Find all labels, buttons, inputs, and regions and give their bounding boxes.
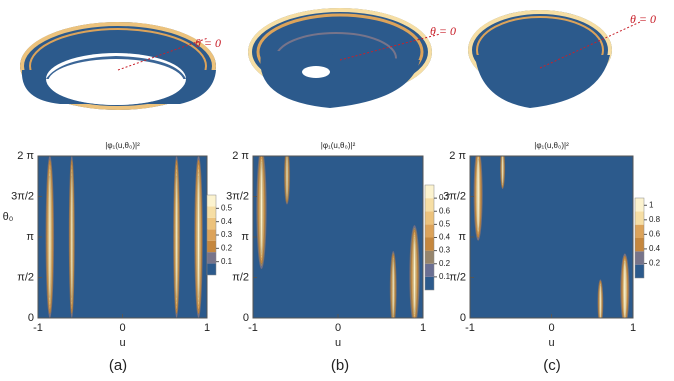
colorbar-band [425, 237, 434, 251]
contour-band [413, 237, 416, 313]
colorbar-band [635, 251, 644, 265]
annotation: θ = 0 [430, 24, 456, 38]
colorbar-tick-label: 0.3 [439, 246, 451, 255]
colorbar-band [635, 211, 644, 225]
x-tick-label: 0 [335, 322, 341, 334]
colorbar-band [425, 263, 434, 277]
y-tick-label: π/2 [232, 271, 249, 283]
colorbar-band [425, 224, 434, 238]
colorbar-tick-label: 1 [649, 200, 654, 209]
field-background [253, 156, 423, 318]
x-axis-label: u [119, 337, 125, 349]
y-tick-label: 0 [28, 312, 34, 324]
colorbar-tick-label: 0.5 [221, 203, 233, 212]
y-tick-label: 0 [460, 312, 466, 324]
colorbar-band [425, 185, 434, 199]
colorbar-band [207, 229, 216, 241]
y-tick-label: π [26, 231, 34, 243]
x-axis-label: u [548, 337, 554, 349]
colorbar-tick-label: 0.1 [439, 272, 451, 281]
colorbar-band [425, 211, 434, 225]
x-tick-label: 1 [204, 322, 210, 334]
contour-band [260, 163, 263, 254]
colorbar-band [635, 198, 644, 212]
x-tick-label: 0 [119, 322, 125, 334]
y-tick-label: π/2 [449, 271, 466, 283]
colorbar-tick-label: 0.6 [649, 229, 661, 238]
contour-band [71, 175, 73, 298]
x-axis-label: u [335, 337, 341, 349]
colorbar-band [207, 240, 216, 253]
x-tick-label: 1 [630, 322, 636, 334]
surface-b [248, 8, 432, 108]
colorbar-band [207, 217, 216, 230]
y-tick-label: π [241, 231, 249, 243]
surface-a [20, 22, 217, 110]
plot-title: |φ₁(u,θ₀)|² [321, 141, 356, 150]
colorbar-band [635, 238, 644, 252]
contour-band [175, 175, 178, 298]
y-tick-label: π/2 [17, 271, 34, 283]
plot-title: |φ₁(u,θ₀)|² [105, 141, 140, 150]
y-tick-label: 2 π [449, 150, 466, 162]
x-tick-label: -1 [248, 322, 258, 334]
colorbar-tick-label: 0.6 [439, 206, 451, 215]
x-tick-label: -1 [465, 322, 475, 334]
colorbar-band [425, 276, 434, 290]
colorbar-band [207, 195, 216, 207]
y-tick-label: 2 π [232, 150, 249, 162]
surface-c [468, 10, 612, 108]
y-tick-label: 3π/2 [226, 190, 249, 202]
contour-field [253, 156, 423, 318]
colorbar-band [207, 206, 216, 218]
y-tick-label: 0 [243, 312, 249, 324]
y-tick-label: 3π/2 [443, 190, 466, 202]
colorbar-tick-label: 0.3 [221, 230, 233, 239]
caption: (a) [109, 357, 127, 374]
colorbar-band [425, 198, 434, 212]
y-axis-label: θ₀ [3, 211, 14, 223]
colorbar-band [635, 264, 644, 278]
colorbar-tick-label: 0.1 [221, 257, 233, 266]
axis-marker [339, 33, 441, 61]
caption: (c) [543, 357, 561, 374]
colorbar-tick-label: 0.2 [649, 259, 661, 268]
field-background [38, 156, 207, 318]
colorbar-tick-label: 0.4 [649, 244, 661, 253]
caption: (b) [331, 357, 349, 374]
contour-band [477, 158, 480, 230]
x-tick-label: -1 [33, 322, 43, 334]
plot-title: |φ₁(u,θ₀)|² [534, 141, 569, 150]
y-tick-label: π [458, 231, 466, 243]
contour-band [623, 262, 626, 318]
colorbar-band [207, 252, 216, 264]
contour-band [48, 175, 51, 298]
colorbar-band [207, 263, 216, 275]
colorbar-band [635, 224, 644, 238]
contour-band [599, 284, 602, 318]
colorbar-tick-label: 0.8 [649, 215, 661, 224]
contour-band [286, 156, 288, 198]
colorbar-tick-label: 0.4 [439, 233, 451, 242]
contour-band [501, 156, 504, 185]
y-tick-label: 3π/2 [11, 190, 34, 202]
colorbar-tick-label: 0.4 [221, 217, 233, 226]
colorbar-tick-label: 0.2 [221, 243, 233, 252]
x-tick-label: 1 [420, 322, 426, 334]
annotation: θ = 0 [195, 36, 221, 50]
colorbar-frame [634, 197, 645, 279]
contour-band [197, 175, 200, 298]
colorbar-tick-label: 0.5 [439, 219, 451, 228]
y-tick-label: 2 π [17, 150, 34, 162]
colorbar-tick-label: 0.7 [439, 193, 451, 202]
contour-field [38, 156, 207, 318]
contour-band [392, 260, 394, 317]
annotation: θ = 0 [630, 12, 656, 26]
colorbar-tick-label: 0.2 [439, 259, 451, 268]
contour-field [470, 156, 633, 318]
colorbar-band [425, 250, 434, 264]
x-tick-label: 0 [548, 322, 554, 334]
field-background [470, 156, 633, 318]
